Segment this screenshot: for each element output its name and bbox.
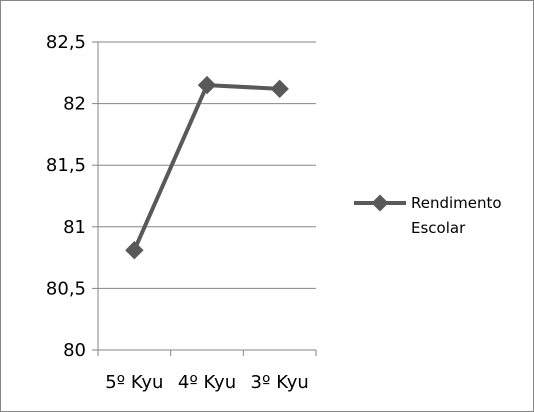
axes [92, 41, 317, 356]
y-tick-label: 80 [63, 340, 86, 361]
legend-label-line-1: Rendimento [411, 194, 502, 212]
x-tick-label: 3º Kyu [251, 372, 309, 393]
gridlines [98, 41, 316, 289]
data-point-marker [270, 79, 289, 99]
legend: Rendimento Escolar [354, 194, 502, 237]
data-point-marker [125, 241, 144, 260]
data-point-marker [197, 75, 217, 95]
y-tick-label: 81,5 [46, 155, 86, 176]
legend-marker [371, 194, 389, 212]
x-tick-label: 5º Kyu [105, 372, 163, 393]
legend-label-line-2: Escolar [411, 219, 466, 237]
x-tick-labels: 5º Kyu 4º Kyu 3º Kyu [105, 372, 309, 393]
y-tick-label: 82 [63, 94, 86, 115]
x-tick-label: 4º Kyu [178, 372, 236, 393]
y-tick-label: 81 [63, 217, 86, 238]
y-tick-labels: 80 80,5 81 81,5 82 82,5 [46, 32, 86, 361]
y-tick-label: 80,5 [46, 278, 86, 299]
series-line [132, 83, 280, 252]
y-tick-label: 82,5 [46, 32, 86, 53]
